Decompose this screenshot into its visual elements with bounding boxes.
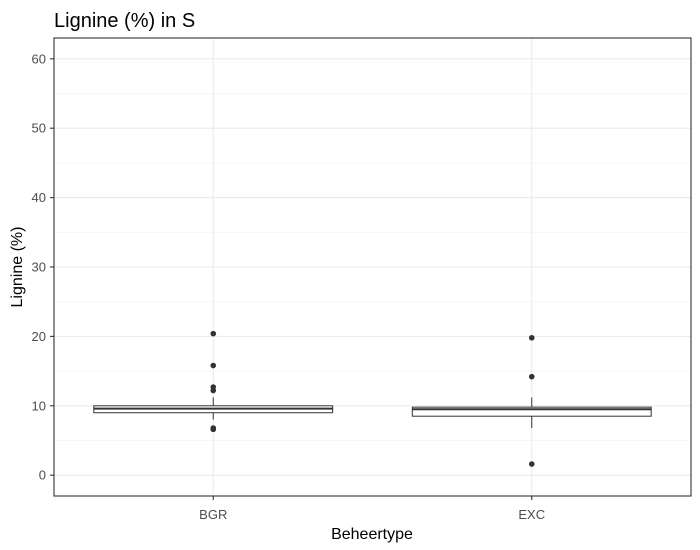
outlier-point	[528, 461, 535, 467]
y-axis: 0 10 20 30 40 50 60	[32, 51, 54, 483]
outlier-point	[210, 362, 217, 369]
x-tick-label: BGR	[199, 507, 227, 522]
y-tick-label: 60	[32, 51, 46, 66]
grid	[54, 38, 691, 496]
chart-title: Lignine (%) in S	[54, 10, 195, 32]
x-axis-title: Beheertype	[331, 526, 413, 543]
y-tick-label: 30	[32, 260, 46, 275]
x-axis: BGR EXC	[199, 496, 545, 522]
y-axis-title: Lignine (%)	[9, 227, 26, 308]
y-tick-label: 40	[32, 190, 46, 205]
y-tick-label: 0	[39, 468, 46, 483]
box-bgr	[93, 330, 334, 433]
y-tick-label: 10	[32, 398, 46, 413]
outlier-point	[210, 387, 217, 394]
y-tick-label: 50	[32, 121, 46, 136]
outlier-point	[210, 330, 217, 337]
y-tick-label: 20	[32, 329, 46, 344]
outlier-point	[528, 373, 535, 380]
box-iqr	[411, 406, 652, 417]
outlier-point	[528, 334, 535, 341]
outlier-point	[210, 426, 217, 433]
box-exc	[411, 334, 652, 467]
x-tick-label: EXC	[518, 507, 545, 522]
boxes	[93, 330, 652, 467]
